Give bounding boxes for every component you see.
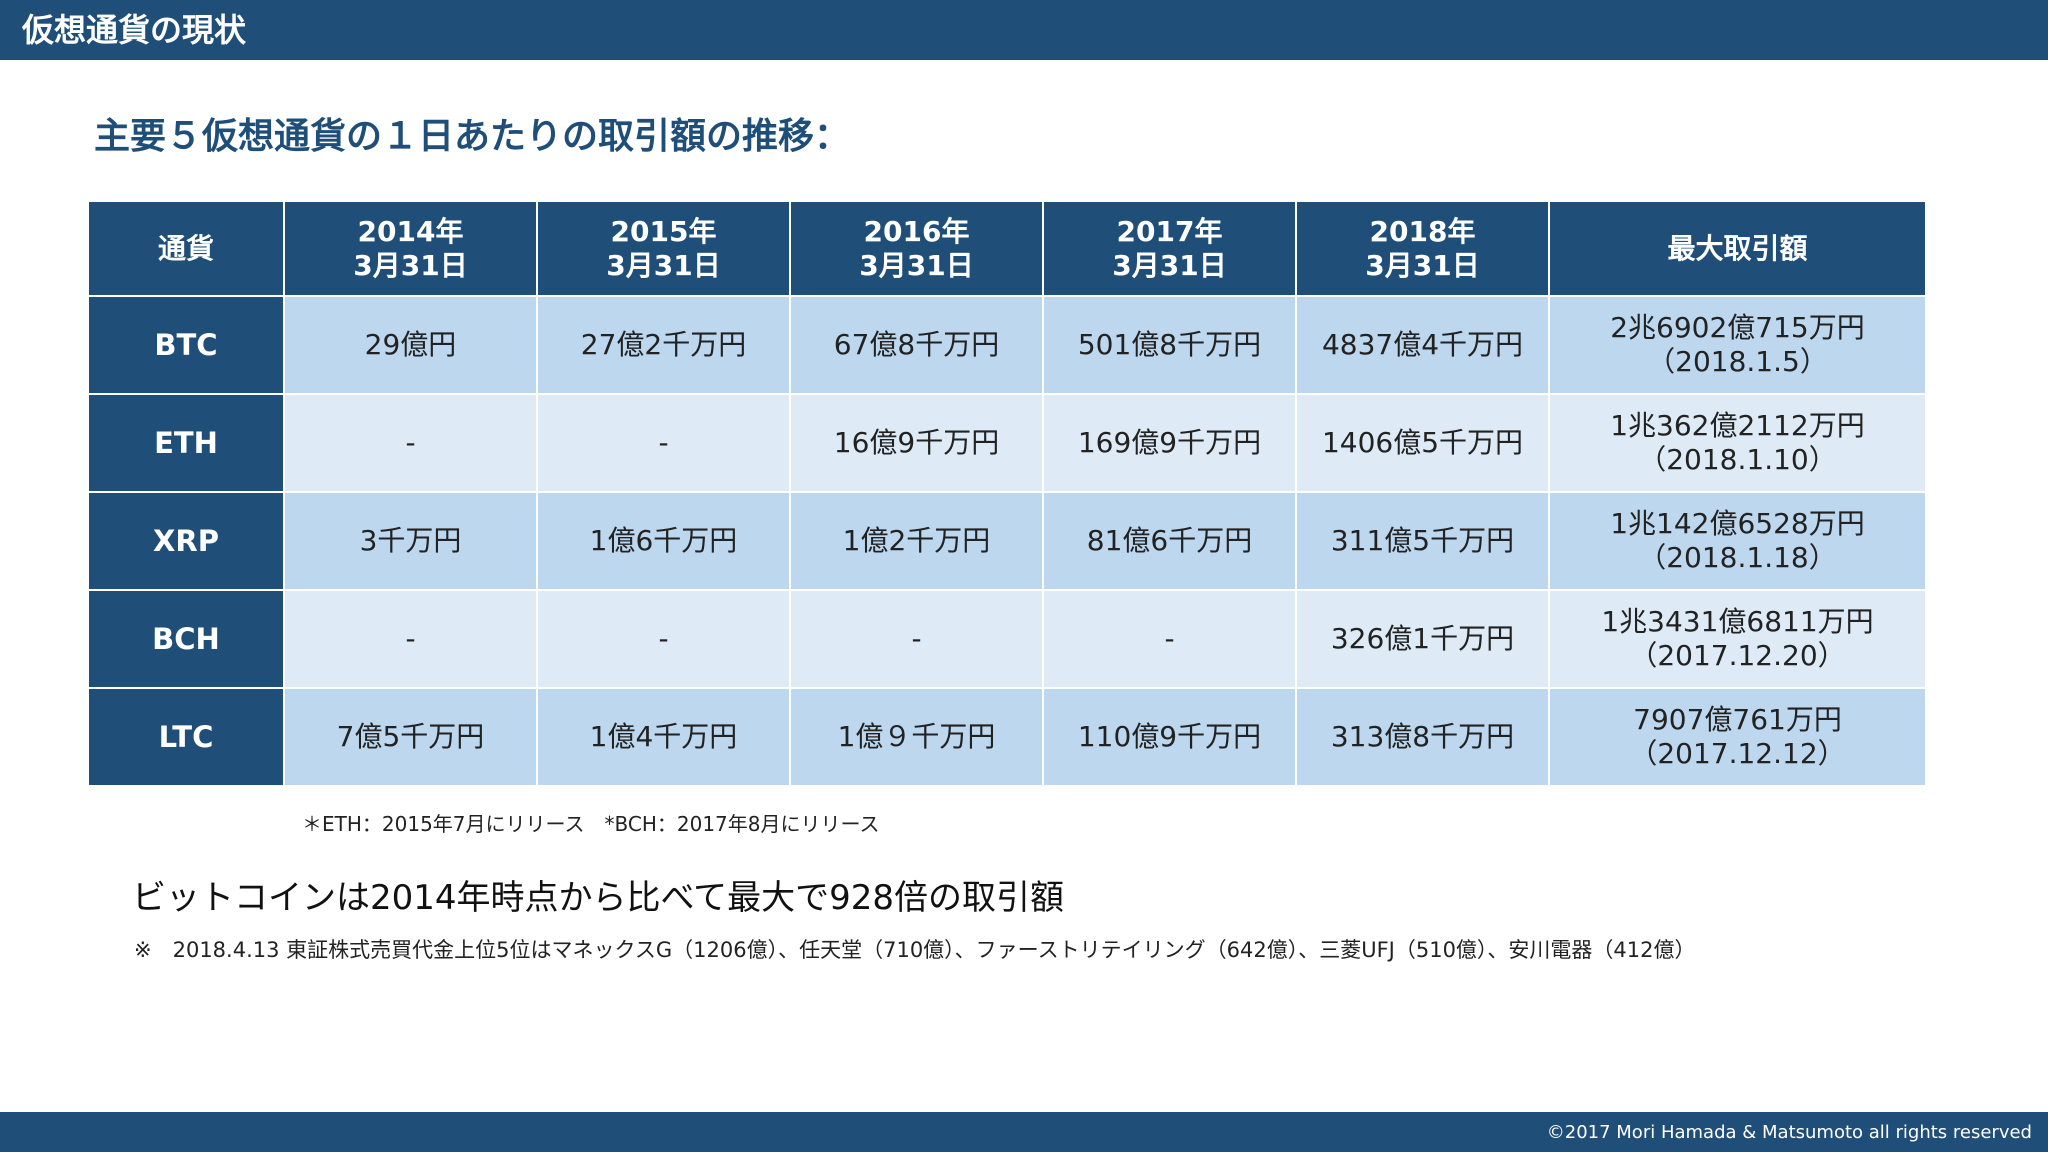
table-cell: 3千万円: [285, 493, 536, 589]
table-cell: -: [285, 395, 536, 491]
table-cell: 1億6千万円: [538, 493, 789, 589]
max-amount-date: （2018.1.18）: [1638, 541, 1837, 574]
max-amount-cell: 2兆6902億715万円 （2018.1.5）: [1550, 297, 1925, 393]
table-cell: 1億2千万円: [791, 493, 1042, 589]
table-cell: -: [791, 591, 1042, 687]
trading-volume-table: 通貨 2014年 3月31日 2015年 3月31日 2016年 3月31日 2…: [87, 200, 1927, 787]
column-header-2015: 2015年 3月31日: [538, 202, 789, 295]
table-row-eth: ETH - - 16億9千万円 169億9千万円 1406億5千万円 1兆362…: [89, 395, 1925, 491]
slide-subtitle: 主要５仮想通貨の１日あたりの取引額の推移：: [94, 116, 851, 157]
column-header-year: 2017年: [1116, 214, 1223, 248]
table-cell: 313億8千万円: [1297, 689, 1548, 785]
column-header-label: 最大取引額: [1667, 231, 1808, 265]
table-cell: 1億９千万円: [791, 689, 1042, 785]
release-footnote: ＊ETH：2015年7月にリリース *BCH：2017年8月にリリース: [302, 812, 880, 836]
table-cell: -: [1044, 591, 1295, 687]
column-header-max-amount: 最大取引額: [1550, 202, 1925, 295]
max-amount-date: （2018.1.5）: [1647, 345, 1828, 378]
column-header-2016: 2016年 3月31日: [791, 202, 1042, 295]
table-cell: 1億4千万円: [538, 689, 789, 785]
table-cell: 1406億5千万円: [1297, 395, 1548, 491]
max-amount-date: （2017.12.12）: [1629, 737, 1846, 770]
table-cell: 169億9千万円: [1044, 395, 1295, 491]
max-amount-value: 1兆142億6528万円: [1610, 507, 1865, 540]
column-header-year: 2015年: [610, 214, 717, 248]
header-bar: 仮想通貨の現状: [0, 0, 2048, 60]
table-cell: 81億6千万円: [1044, 493, 1295, 589]
row-header-currency: BCH: [89, 591, 283, 687]
table-row-xrp: XRP 3千万円 1億6千万円 1億2千万円 81億6千万円 311億5千万円 …: [89, 493, 1925, 589]
table-cell: 501億8千万円: [1044, 297, 1295, 393]
table-cell: 67億8千万円: [791, 297, 1042, 393]
row-header-currency: XRP: [89, 493, 283, 589]
max-amount-date: （2017.12.20）: [1629, 639, 1846, 672]
max-amount-cell: 7907億761万円 （2017.12.12）: [1550, 689, 1925, 785]
key-finding: ビットコインは2014年時点から比べて最大で928倍の取引額: [132, 878, 1065, 918]
footer-bar: ©2017 Mori Hamada & Matsumoto all rights…: [0, 1112, 2048, 1152]
table-cell: 16億9千万円: [791, 395, 1042, 491]
table-row-ltc: LTC 7億5千万円 1億4千万円 1億９千万円 110億9千万円 313億8千…: [89, 689, 1925, 785]
table-row-btc: BTC 29億円 27億2千万円 67億8千万円 501億8千万円 4837億4…: [89, 297, 1925, 393]
table-cell: 110億9千万円: [1044, 689, 1295, 785]
column-header-year: 2016年: [863, 214, 970, 248]
column-header-date: 3月31日: [353, 248, 468, 282]
column-header-date: 3月31日: [606, 248, 721, 282]
column-header-2017: 2017年 3月31日: [1044, 202, 1295, 295]
max-amount-cell: 1兆3431億6811万円 （2017.12.20）: [1550, 591, 1925, 687]
column-header-date: 3月31日: [1112, 248, 1227, 282]
table-cell: 29億円: [285, 297, 536, 393]
row-header-currency: ETH: [89, 395, 283, 491]
max-amount-cell: 1兆142億6528万円 （2018.1.18）: [1550, 493, 1925, 589]
column-header-year: 2018年: [1369, 214, 1476, 248]
slide-section-title: 仮想通貨の現状: [22, 11, 247, 49]
table-row-bch: BCH - - - - 326億1千万円 1兆3431億6811万円 （2017…: [89, 591, 1925, 687]
table-header-row: 通貨 2014年 3月31日 2015年 3月31日 2016年 3月31日 2…: [89, 202, 1925, 295]
row-header-currency: LTC: [89, 689, 283, 785]
stock-comparison-note: ※ 2018.4.13 東証株式売買代金上位5位はマネックスG（1206億）、任…: [134, 938, 1696, 962]
max-amount-date: （2018.1.10）: [1638, 443, 1837, 476]
column-header-currency: 通貨: [89, 202, 283, 295]
column-header-date: 3月31日: [1365, 248, 1480, 282]
table-cell: 27億2千万円: [538, 297, 789, 393]
table-cell: -: [285, 591, 536, 687]
table-cell: 326億1千万円: [1297, 591, 1548, 687]
max-amount-cell: 1兆362億2112万円 （2018.1.10）: [1550, 395, 1925, 491]
column-header-date: 3月31日: [859, 248, 974, 282]
column-header-2018: 2018年 3月31日: [1297, 202, 1548, 295]
table-cell: -: [538, 395, 789, 491]
table-cell: -: [538, 591, 789, 687]
column-header-label: 通貨: [157, 231, 214, 265]
table-cell: 7億5千万円: [285, 689, 536, 785]
max-amount-value: 7907億761万円: [1633, 703, 1842, 736]
max-amount-value: 1兆362億2112万円: [1610, 409, 1865, 442]
max-amount-value: 2兆6902億715万円: [1610, 311, 1865, 344]
table-cell: 311億5千万円: [1297, 493, 1548, 589]
column-header-2014: 2014年 3月31日: [285, 202, 536, 295]
copyright-text: ©2017 Mori Hamada & Matsumoto all rights…: [1546, 1122, 2032, 1143]
max-amount-value: 1兆3431億6811万円: [1601, 605, 1874, 638]
row-header-currency: BTC: [89, 297, 283, 393]
column-header-year: 2014年: [357, 214, 464, 248]
table-cell: 4837億4千万円: [1297, 297, 1548, 393]
